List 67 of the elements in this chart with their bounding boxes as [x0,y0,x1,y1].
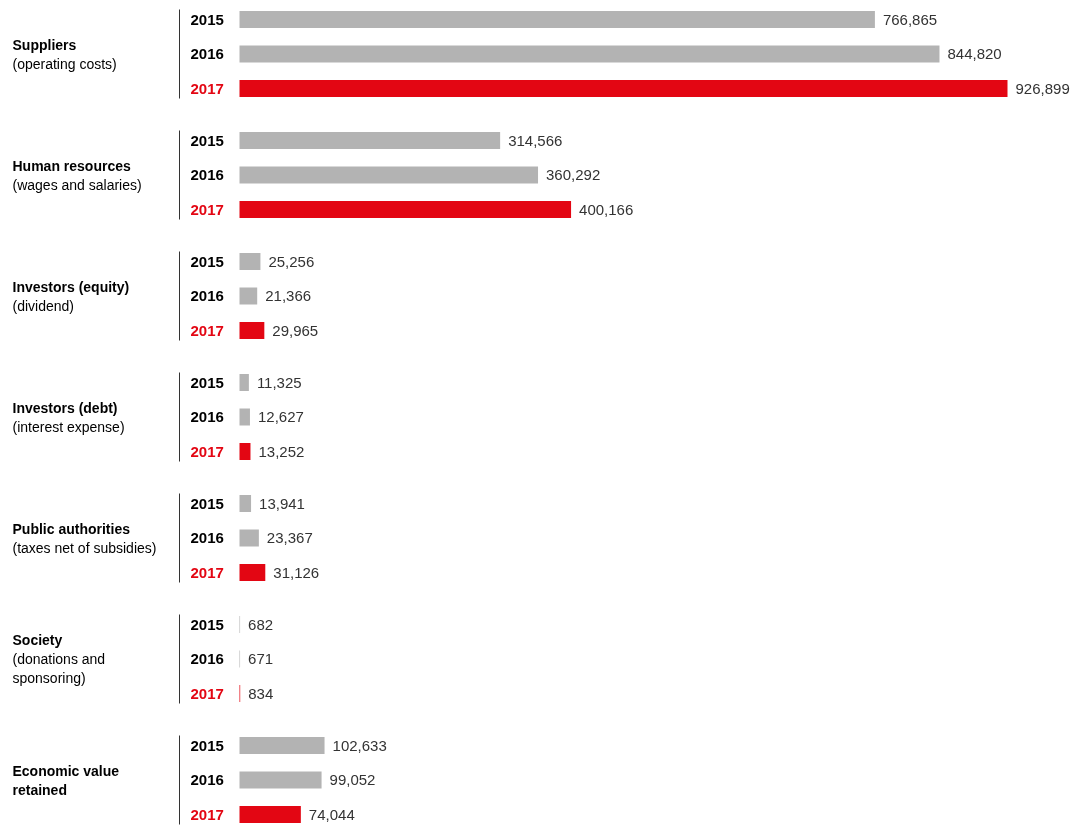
data-label: 682 [248,615,274,633]
data-label: 671 [248,650,274,667]
text: 2015 [190,252,224,270]
text: 2017 [190,321,224,339]
data-label: 926,899 [1015,79,1070,97]
bar [239,737,325,754]
data-label: 13,252 [258,442,305,460]
bar [239,408,250,426]
data-label: 31,126 [273,563,320,581]
bar [239,11,875,28]
y-tick-label: Suppliers (operating costs) [12,36,117,72]
data-label: 314,566 [508,131,563,149]
text: 2017 [190,442,224,460]
bar [239,132,501,149]
bar [239,495,252,512]
text: 2016 [190,287,224,304]
text: 2016 [190,408,224,425]
data-label: 21,366 [265,287,312,304]
text: 2016 [190,166,224,183]
text: 2016 [190,771,224,788]
y-tick-label: Investors (equity) (dividend) [12,278,130,314]
data-label: 13,941 [259,494,305,512]
data-label: 29,965 [272,321,319,339]
y-tick-label: Investors (debt) (interest expense) [12,399,125,435]
series-label: 2017 [190,79,224,97]
bar [239,322,265,339]
data-label: 11,325 [256,373,302,391]
bar [239,287,258,305]
data-label: 834 [248,684,274,702]
text: 2015 [190,373,224,391]
y-tick-label: Public authorities (taxes net of subsidies) [12,520,157,556]
data-label: 74,044 [308,805,355,823]
data-label: 844,820 [947,45,1002,62]
bar [239,771,322,789]
y-tick-label: Economic value retained [12,762,120,798]
data-label: 360,292 [546,166,601,183]
bar [239,529,259,547]
series-label: 2015 [190,10,224,28]
bar [239,564,266,581]
bar [239,166,539,184]
bar [239,806,301,823]
data-label: 766,865 [882,10,938,28]
text: 2016 [190,529,224,546]
data-label: 99,052 [329,771,376,788]
data-label: 23,367 [266,529,313,546]
text: 2015 [190,131,224,149]
bar [239,201,572,218]
text: 2017 [190,684,224,702]
text: 2017 [190,563,224,581]
data-label: 400,166 [579,200,634,218]
text: 2015 [190,494,224,512]
text: 2016 [190,650,224,667]
text: 2017 [190,200,224,218]
data-label: 25,256 [268,252,315,270]
bar [239,45,940,63]
text: 2015 [190,615,224,633]
bar [239,80,1008,97]
y-tick-label: Human resources (wages and salaries) [12,157,142,193]
data-label: 12,627 [257,408,304,425]
bar [239,374,249,391]
text: 2015 [190,736,224,754]
bar [239,443,251,460]
y-tick-label: Society (donations and sponsoring) [12,632,106,686]
text: 2017 [190,805,224,823]
bar [239,253,261,270]
series-label: 2016 [190,45,224,62]
data-label: 102,633 [332,736,387,754]
